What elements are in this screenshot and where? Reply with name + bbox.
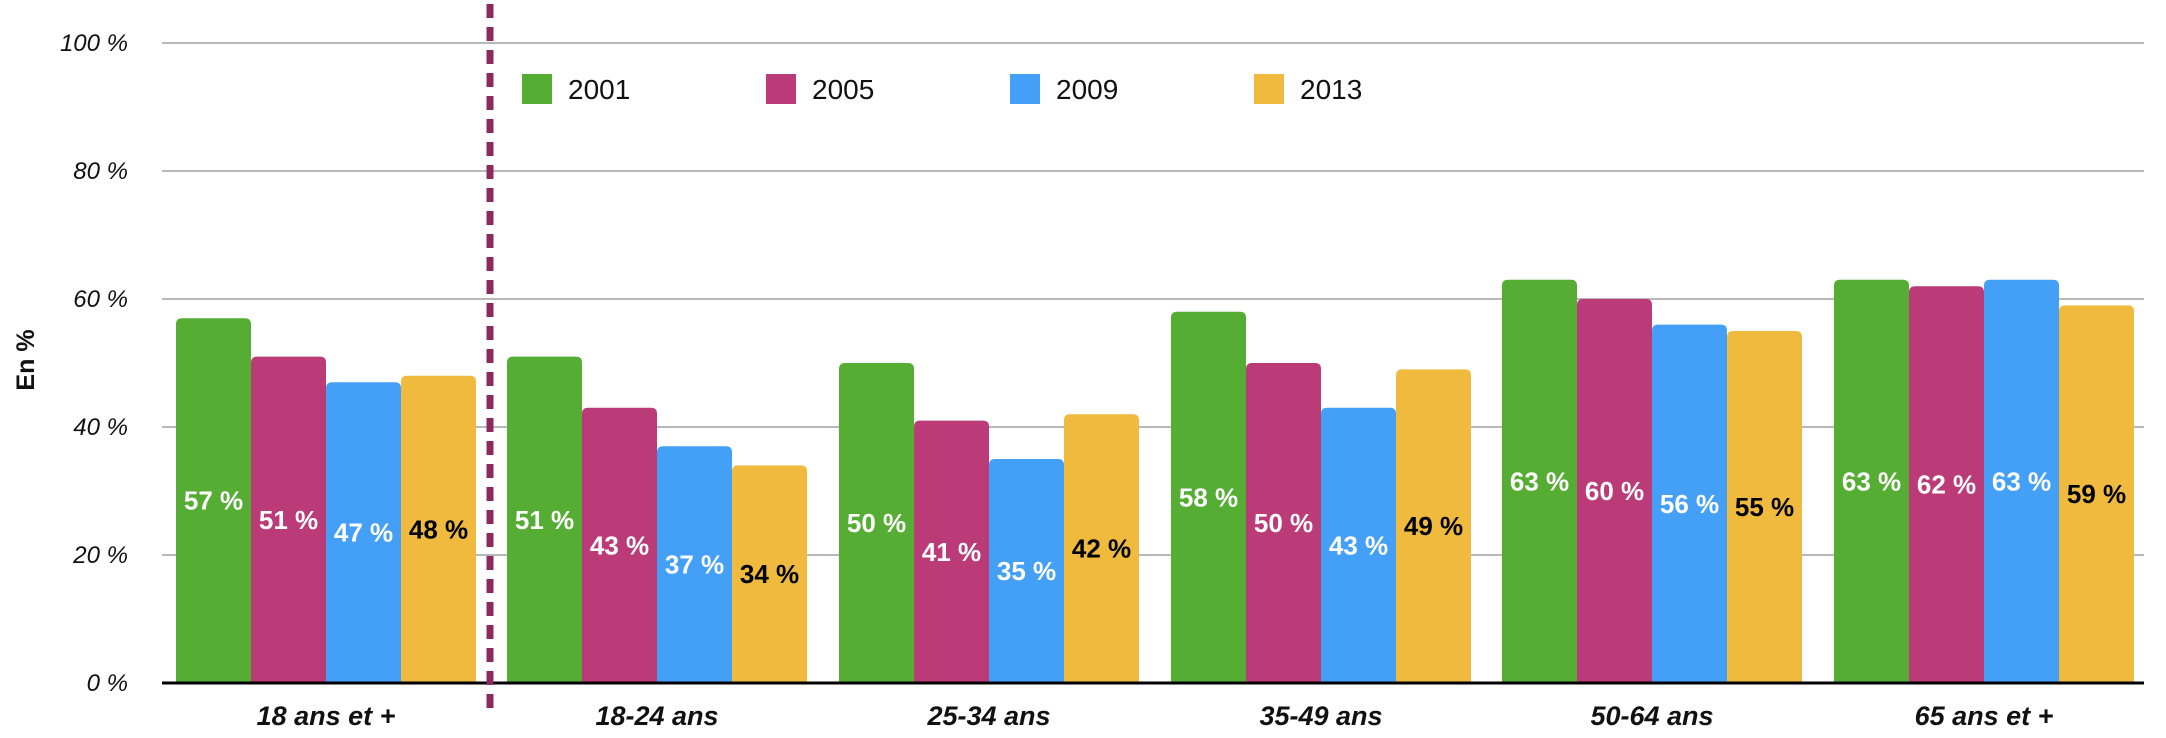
bar: [1396, 369, 1471, 683]
data-label: 51 %: [515, 505, 574, 535]
bar: [251, 356, 326, 683]
bar: [2059, 305, 2134, 683]
data-label: 49 %: [1404, 511, 1463, 541]
data-label: 42 %: [1072, 534, 1131, 564]
y-tick-label: 80 %: [73, 158, 128, 185]
data-label: 59 %: [2067, 479, 2126, 509]
bar: [1577, 299, 1652, 683]
bar: [1321, 407, 1396, 683]
bar: [657, 446, 732, 683]
data-label: 60 %: [1585, 476, 1644, 506]
data-label: 50 %: [847, 508, 906, 538]
legend-swatch: [522, 74, 552, 104]
legend-swatch: [1010, 74, 1040, 104]
data-label: 48 %: [409, 514, 468, 544]
x-tick-label: 65 ans et +: [1915, 701, 2054, 731]
bar: [1727, 331, 1802, 683]
legend-label: 2001: [568, 74, 630, 105]
bar: [1909, 286, 1984, 683]
legend-label: 2013: [1300, 74, 1362, 105]
bar: [1502, 279, 1577, 683]
bar: [582, 407, 657, 683]
bar: [839, 363, 914, 683]
legend-swatch: [766, 74, 796, 104]
y-tick-label: 60 %: [73, 286, 128, 313]
data-label: 56 %: [1660, 489, 1719, 519]
bar: [914, 420, 989, 683]
bars: [176, 279, 2134, 683]
bar: [989, 459, 1064, 683]
data-label: 43 %: [1329, 530, 1388, 560]
y-tick-label: 100 %: [60, 30, 128, 57]
y-tick-label: 40 %: [73, 414, 128, 441]
legend-swatch: [1254, 74, 1284, 104]
data-label: 37 %: [665, 550, 724, 580]
axes: 0 % 20 % 40 % 60 % 80 % 100 % 18 ans et + 18-24…: [60, 4, 2144, 731]
bar: [401, 375, 476, 683]
bar: [326, 382, 401, 683]
data-label: 57 %: [184, 486, 243, 516]
legend-label: 2005: [812, 74, 874, 105]
bar: [176, 318, 251, 683]
x-tick-label: 35-49 ans: [1259, 701, 1382, 731]
data-label: 62 %: [1917, 470, 1976, 500]
legend: 2001 2005 2009 2013: [522, 74, 1362, 105]
bar: [1171, 311, 1246, 683]
bar: [1064, 414, 1139, 683]
data-label: 47 %: [334, 518, 393, 548]
bar: [1834, 279, 1909, 683]
bar: [507, 356, 582, 683]
data-label: 34 %: [740, 559, 799, 589]
data-labels: 57 % 51 % 47 % 48 % 51 % 43 % 37 % 34 % 50 % 41 %…: [184, 466, 2126, 589]
y-tick-label: 20 %: [72, 542, 128, 569]
data-label: 58 %: [1179, 482, 1238, 512]
x-tick-label: 18-24 ans: [595, 701, 718, 731]
bar: [732, 465, 807, 683]
bar: [1246, 363, 1321, 683]
data-label: 63 %: [1510, 466, 1569, 496]
bar: [1984, 279, 2059, 683]
data-label: 63 %: [1842, 466, 1901, 496]
data-label: 51 %: [259, 505, 318, 535]
bar: [1652, 324, 1727, 683]
data-label: 55 %: [1735, 492, 1794, 522]
data-label: 50 %: [1254, 508, 1313, 538]
legend-label: 2009: [1056, 74, 1118, 105]
x-tick-label: 50-64 ans: [1590, 701, 1713, 731]
data-label: 43 %: [590, 530, 649, 560]
data-label: 63 %: [1992, 466, 2051, 496]
x-tick-label: 25-34 ans: [926, 701, 1050, 731]
data-label: 35 %: [997, 556, 1056, 586]
x-tick-label: 18 ans et +: [257, 701, 396, 731]
y-tick-label: 0 %: [87, 670, 128, 697]
y-axis-label: En %: [12, 329, 40, 390]
data-label: 41 %: [922, 537, 981, 567]
